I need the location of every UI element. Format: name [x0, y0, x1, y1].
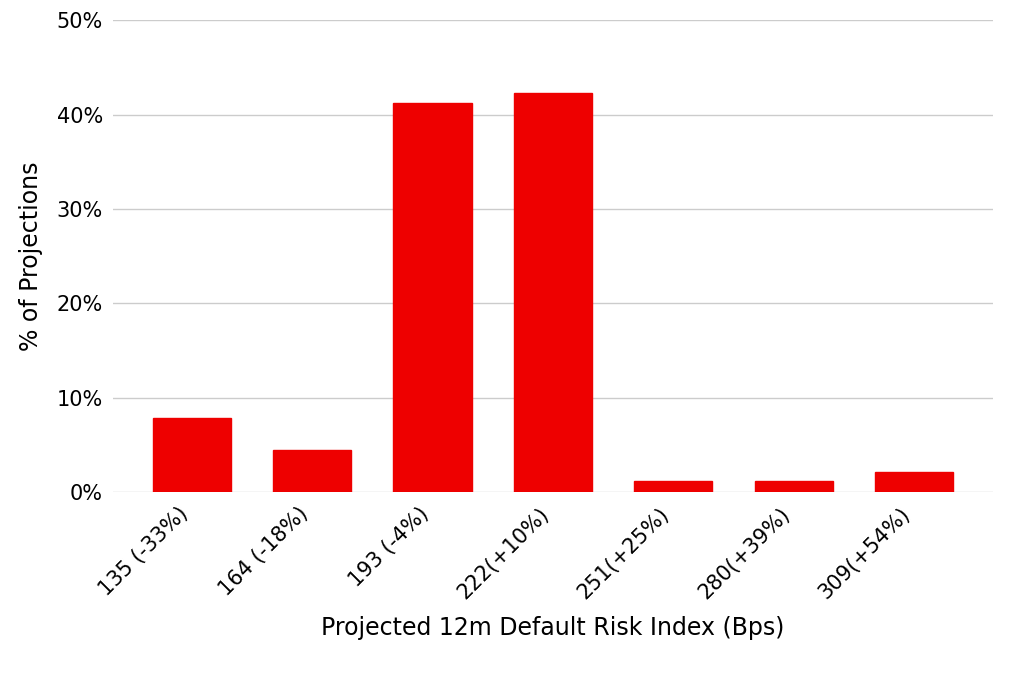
Bar [755, 482, 833, 492]
X-axis label: Projected 12m Default Risk Index (Bps): Projected 12m Default Risk Index (Bps) [322, 617, 784, 641]
Bar [273, 450, 351, 492]
Bar [393, 103, 472, 492]
Bar [153, 418, 231, 492]
Y-axis label: % of Projections: % of Projections [18, 161, 43, 351]
Bar [514, 93, 592, 492]
Bar [634, 482, 713, 492]
Bar [874, 472, 953, 492]
